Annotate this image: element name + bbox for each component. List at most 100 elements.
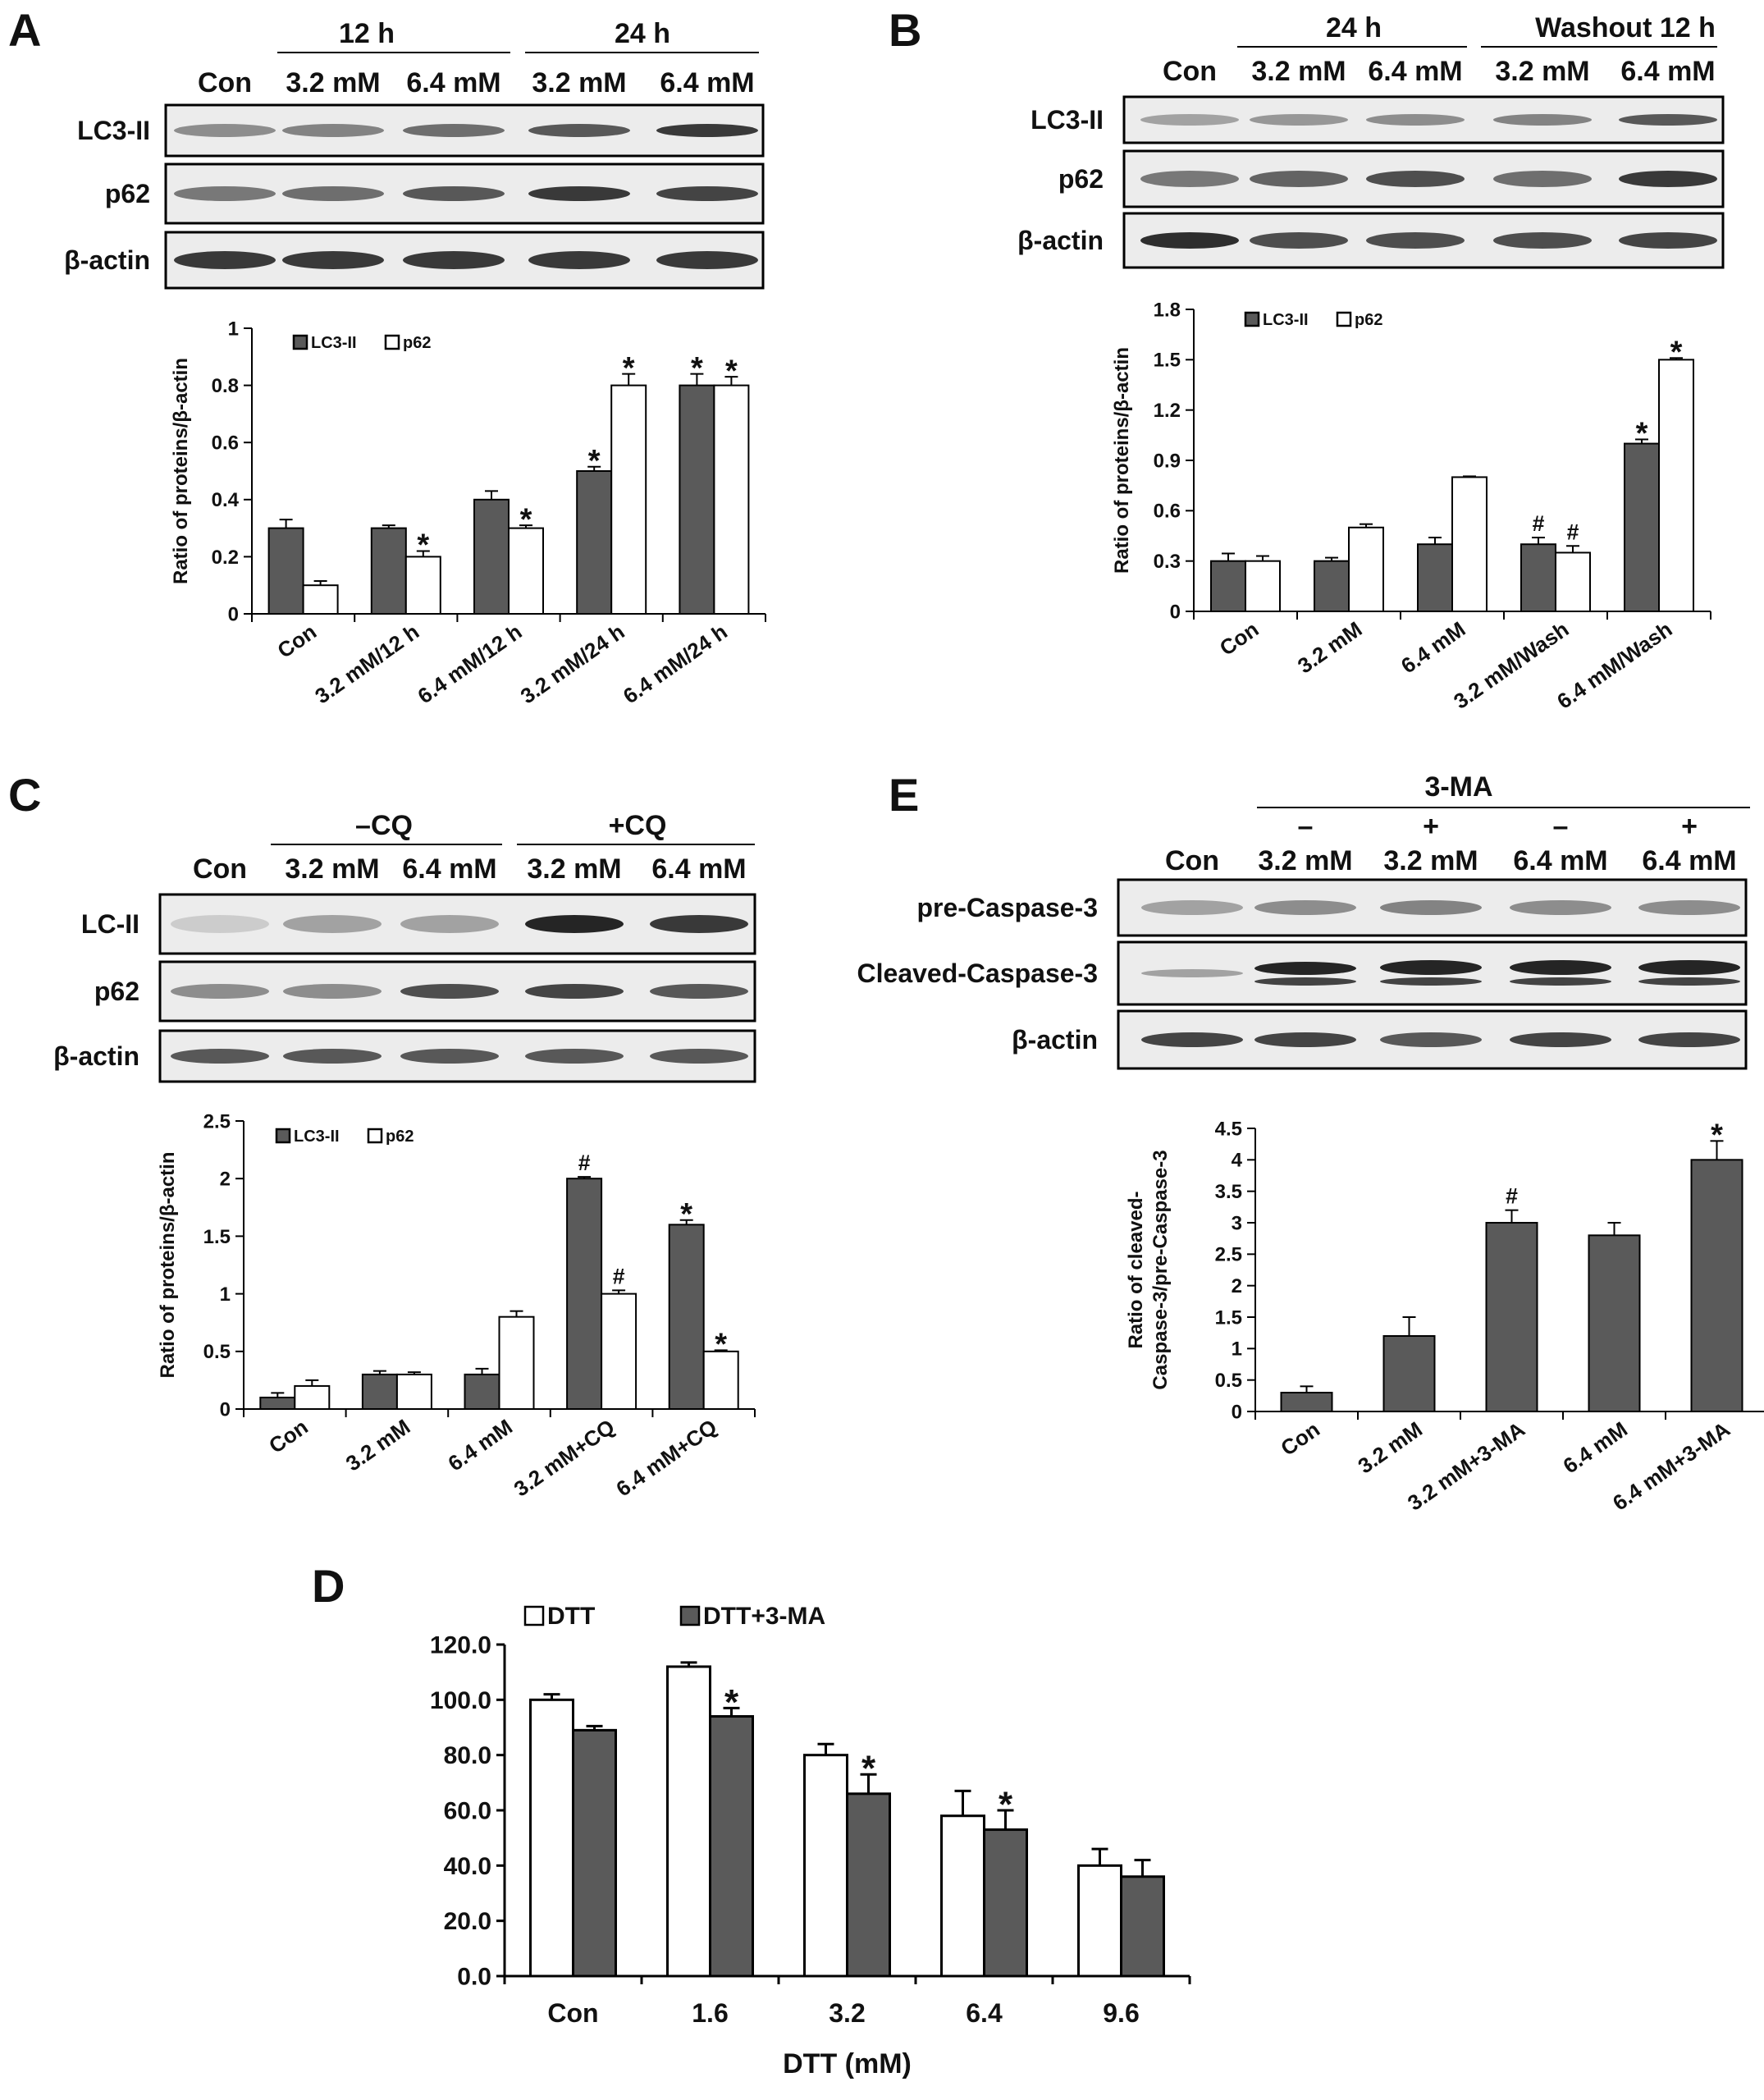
bar-dtt xyxy=(940,1814,985,1978)
chart-d: 0.0 20.0 40.0 60.0 80.0 100.0 120.0 Con * 1.6 * 3.2… xyxy=(430,1603,1191,2079)
y-tick-label: 1.5 xyxy=(1154,350,1181,372)
protein-band xyxy=(403,124,505,137)
chart-b: 0 0.3 0.6 0.9 1.2 1.5 1.8 Con 3.2 mM 6.4 mM # #3.2 … xyxy=(1111,299,1711,714)
legend-swatch xyxy=(384,334,400,350)
y-tick-label: 0.8 xyxy=(212,375,239,397)
bar-p62 xyxy=(601,1292,638,1410)
legend-label: LC3-II xyxy=(1263,311,1309,329)
lane-label: 6.4 mM xyxy=(1620,56,1715,87)
protein-band xyxy=(282,186,384,201)
legend-swatch xyxy=(275,1128,291,1144)
y-tick-label: 1.5 xyxy=(1215,1306,1242,1329)
legend-swatch xyxy=(367,1128,383,1144)
y-axis-label: Ratio of proteins/β-actin xyxy=(170,358,192,584)
bar-lc3-ii xyxy=(576,470,613,615)
bar-p62 xyxy=(395,1373,432,1411)
protein-band xyxy=(1140,232,1239,249)
protein-band xyxy=(1619,232,1717,249)
bar-lc3-ii xyxy=(679,384,715,615)
y-tick-label: 120.0 xyxy=(430,1632,491,1659)
protein-band xyxy=(400,1049,499,1064)
legend-swatch xyxy=(523,1605,545,1626)
protein-band xyxy=(1380,977,1482,986)
treatment-sign: + xyxy=(1423,811,1439,842)
bar-dtt-3-ma xyxy=(983,1828,1028,1978)
y-tick-label: 0.5 xyxy=(1215,1370,1242,1392)
protein-band xyxy=(1141,1032,1243,1047)
x-tick-label: 6.4 mM xyxy=(1396,616,1469,678)
protein-band xyxy=(528,186,630,201)
legend-label: p62 xyxy=(403,334,431,352)
significance-asterisk: * xyxy=(588,444,601,478)
protein-band xyxy=(528,124,630,137)
protein-band xyxy=(1141,969,1243,977)
y-tick-label: 100.0 xyxy=(430,1687,491,1714)
legend-label: LC3-II xyxy=(311,334,357,352)
legend-swatch xyxy=(1244,311,1260,327)
bar-dtt xyxy=(803,1754,848,1978)
bar-dtt-3-ma xyxy=(1120,1875,1165,1978)
blot-group-label: 3-MA xyxy=(1424,771,1492,803)
y-tick-label: 2 xyxy=(220,1169,231,1191)
protein-band xyxy=(403,186,505,201)
blot-row-label: p62 xyxy=(94,977,139,1006)
significance-asterisk: * xyxy=(724,1682,739,1723)
y-tick-label: 0.2 xyxy=(212,547,239,569)
lane-label: 3.2 mM xyxy=(1251,56,1346,87)
blot-row-label: Cleaved-Caspase-3 xyxy=(857,958,1098,988)
bar-p62 xyxy=(1658,359,1694,612)
protein-band xyxy=(525,1049,624,1064)
bar-dtt-3-ma xyxy=(846,1792,891,1978)
x-tick-label: 3.2 mM+CQ xyxy=(510,1414,619,1501)
bar-value xyxy=(1280,1392,1333,1412)
lane-label: 3.2 mM xyxy=(1495,56,1589,87)
bar-p62 xyxy=(610,384,647,615)
bar-p62 xyxy=(1555,551,1591,613)
bar-p62 xyxy=(404,556,441,615)
bar-p62 xyxy=(713,384,750,615)
bar-value xyxy=(1382,1335,1436,1412)
y-tick-label: 20.0 xyxy=(444,1908,491,1935)
significance-asterisk: * xyxy=(1711,1119,1723,1153)
x-tick-label: Con xyxy=(272,619,321,663)
lane-label: 6.4 mM xyxy=(660,67,754,98)
protein-band xyxy=(282,124,384,137)
x-tick-label: 3.2 mM/12 h xyxy=(310,619,423,708)
significance-asterisk: * xyxy=(1636,417,1648,451)
x-tick-label: 6.4 mM+CQ xyxy=(611,1414,721,1501)
panel-letter-d: D xyxy=(312,1560,345,1612)
protein-band xyxy=(650,984,748,999)
chart-c: 0 0.5 1 1.5 2 2.5 Con 3.2 mM 6.4 mM # #3.2 mM+CQ * *… xyxy=(157,1110,756,1502)
y-tick-label: 1.2 xyxy=(1154,400,1181,422)
x-tick-label: Con xyxy=(547,1998,598,2028)
blot-row-label: p62 xyxy=(105,179,150,208)
lane-label: 6.4 mM xyxy=(406,67,500,98)
y-tick-label: 0.4 xyxy=(212,489,240,511)
significance-asterisk: * xyxy=(725,354,738,388)
blot-group-label: 24 h xyxy=(1326,12,1382,43)
x-tick-label: Con xyxy=(1276,1416,1324,1461)
protein-band xyxy=(1510,1032,1611,1047)
bar-lc3-ii xyxy=(668,1224,705,1410)
y-tick-label: 0.6 xyxy=(212,432,239,455)
y-tick-label: 3 xyxy=(1232,1212,1242,1234)
protein-band xyxy=(656,124,758,137)
x-tick-label: 3.2 mM xyxy=(1354,1416,1427,1478)
y-tick-label: 2.5 xyxy=(1215,1244,1242,1266)
x-tick-label: Con xyxy=(264,1414,313,1458)
bar-value xyxy=(1690,1159,1743,1413)
protein-band xyxy=(1366,232,1465,249)
lane-label: 6.4 mM xyxy=(1642,845,1736,876)
bar-p62 xyxy=(498,1315,535,1411)
x-tick-label: 3.2 xyxy=(829,1998,865,2028)
protein-band xyxy=(1638,1032,1740,1047)
bar-value xyxy=(1485,1222,1538,1412)
significance-asterisk: * xyxy=(520,502,532,537)
y-axis-label: Ratio of proteins/β-actin xyxy=(1111,347,1133,574)
protein-band xyxy=(1638,900,1740,915)
y-tick-label: 60.0 xyxy=(444,1798,491,1825)
lane-label: Con xyxy=(1163,56,1217,87)
x-tick-label: 3.2 mM xyxy=(1293,616,1366,678)
y-axis-label: Ratio of cleaved- xyxy=(1125,1191,1147,1348)
